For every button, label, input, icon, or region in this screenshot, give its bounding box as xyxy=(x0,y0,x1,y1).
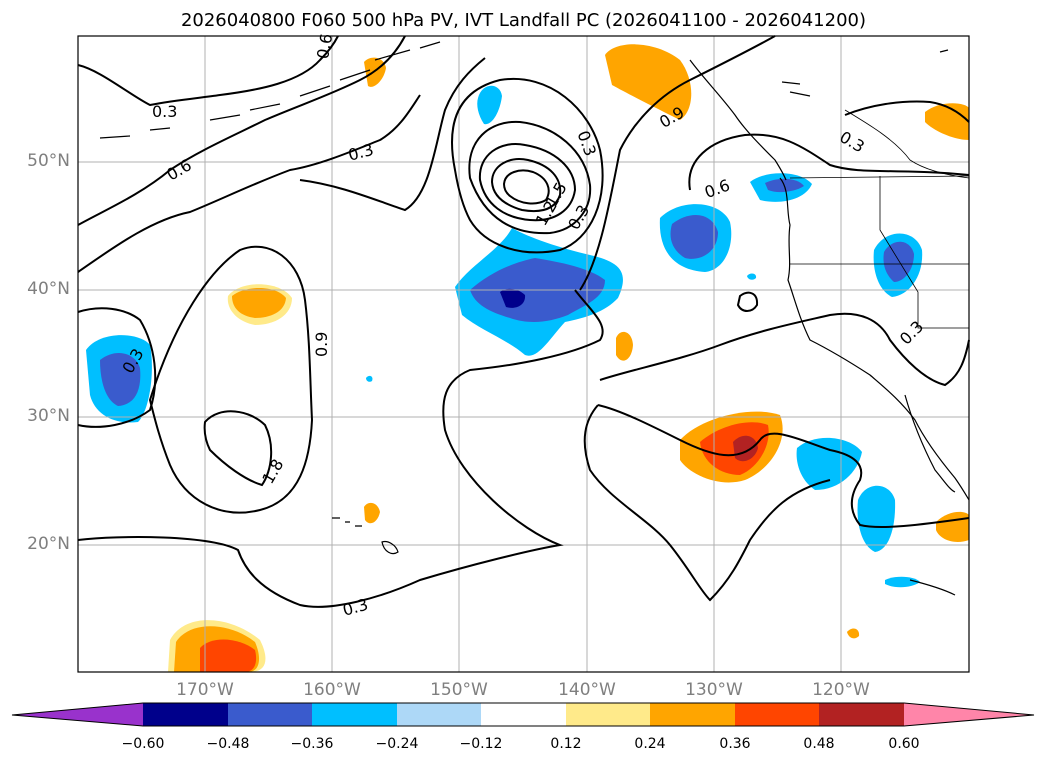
lon-label: 170°W xyxy=(176,680,234,700)
contour-label: 0.6 xyxy=(163,155,195,184)
pv-contour xyxy=(583,404,831,602)
lat-label: 50°N xyxy=(27,151,70,171)
lon-label: 120°W xyxy=(812,680,870,700)
colorbar-segment xyxy=(312,703,397,726)
colorbar-tick: −0.12 xyxy=(459,736,503,752)
contour-label: 0.3 xyxy=(341,595,371,620)
pv-contour xyxy=(77,35,339,107)
pv-contour xyxy=(77,35,406,226)
lon-label: 130°W xyxy=(685,680,743,700)
colorbar-tick: −0.36 xyxy=(290,736,334,752)
colorbar-segment xyxy=(819,703,904,726)
negative-anomaly xyxy=(100,353,141,406)
pv-contour xyxy=(299,57,486,212)
pv-contour xyxy=(77,94,421,273)
colorbar-segment xyxy=(12,703,143,726)
colorbar-segment xyxy=(143,703,228,726)
positive-anomaly xyxy=(364,502,380,524)
pv-contour xyxy=(490,158,562,213)
positive-anomaly xyxy=(847,628,860,639)
colorbar-segment xyxy=(650,703,735,726)
colorbar-segment xyxy=(228,703,312,726)
negative-anomaly xyxy=(857,485,896,552)
map-frame xyxy=(77,35,970,673)
colorbar-tick: 0.48 xyxy=(803,736,835,752)
lat-label: 40°N xyxy=(27,279,70,299)
pv-contour xyxy=(599,312,970,387)
pv-contour xyxy=(502,169,550,205)
pv-contour xyxy=(688,133,970,191)
negative-anomaly xyxy=(796,437,862,490)
colorbar-segment xyxy=(481,703,566,726)
colorbar-tick: −0.60 xyxy=(121,736,165,752)
colorbar-segment xyxy=(735,703,819,726)
negative-anomaly xyxy=(500,288,526,308)
lon-label: 140°W xyxy=(558,680,616,700)
pv-contour xyxy=(468,120,592,235)
contour-label: 0.3 xyxy=(152,102,177,121)
positive-anomaly xyxy=(232,287,286,318)
positive-anomaly xyxy=(605,44,692,120)
positive-anomaly xyxy=(616,331,633,361)
contour-label: 0.3 xyxy=(346,140,376,165)
pv-contour xyxy=(597,404,970,529)
colorbar-tick: 0.60 xyxy=(888,736,920,752)
positive-anomaly xyxy=(364,57,386,87)
lon-label: 160°W xyxy=(303,680,361,700)
pv-contour xyxy=(736,291,759,312)
contour-label: 0.6 xyxy=(702,175,732,202)
map-title: 2026040800 F060 500 hPa PV, IVT Landfall… xyxy=(180,10,867,31)
positive-anomaly xyxy=(925,103,969,140)
negative-anomaly xyxy=(670,214,718,259)
contour-label: 0.6 xyxy=(313,32,336,60)
negative-anomaly xyxy=(885,576,920,588)
colorbar-tick: 0.12 xyxy=(550,736,582,752)
colorbar-outline xyxy=(11,702,1035,727)
lon-label: 150°W xyxy=(430,680,488,700)
pv-contours xyxy=(77,35,970,608)
pv-contour xyxy=(77,289,604,608)
pv-contour xyxy=(478,143,577,222)
colorbar-segment xyxy=(566,703,650,726)
pv-contour xyxy=(451,77,604,254)
pv-contour xyxy=(579,35,776,291)
lat-label: 30°N xyxy=(27,406,70,426)
pv-contour xyxy=(77,307,157,428)
negative-anomaly xyxy=(883,241,914,282)
colorbar-segment xyxy=(904,703,1034,726)
contour-label: 0.3 xyxy=(896,317,927,348)
anomaly-shading xyxy=(86,44,969,672)
colorbar-tick: 0.36 xyxy=(719,736,751,752)
negative-anomaly xyxy=(366,375,373,382)
colorbar xyxy=(11,702,1035,727)
colorbar-segment xyxy=(397,703,481,726)
negative-anomaly xyxy=(477,85,502,125)
colorbar-tick: −0.24 xyxy=(375,736,419,752)
colorbar-tick: 0.24 xyxy=(634,736,666,752)
colorbar-tick: −0.48 xyxy=(206,736,250,752)
negative-anomaly xyxy=(747,273,757,280)
contour-label: 0.9 xyxy=(312,332,331,357)
pv-contour xyxy=(844,100,970,123)
pv-contour xyxy=(203,410,273,487)
pv-contour xyxy=(148,245,314,514)
lat-label: 20°N xyxy=(27,534,70,554)
positive-anomaly xyxy=(936,511,969,542)
positive-anomaly xyxy=(200,639,257,672)
